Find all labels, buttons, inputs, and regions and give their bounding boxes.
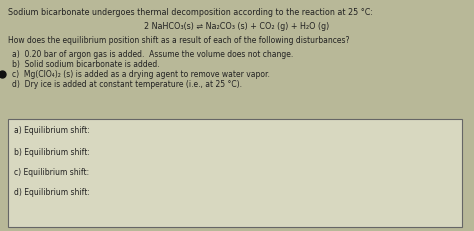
Text: c)  Mg(ClO₄)₂ (s) is added as a drying agent to remove water vapor.: c) Mg(ClO₄)₂ (s) is added as a drying ag… [12, 70, 270, 79]
Text: Sodium bicarbonate undergoes thermal decomposition according to the reaction at : Sodium bicarbonate undergoes thermal dec… [8, 8, 373, 17]
Text: d)  Dry ice is added at constant temperature (i.e., at 25 °C).: d) Dry ice is added at constant temperat… [12, 80, 242, 89]
Text: c) Equilibrium shift:: c) Equilibrium shift: [14, 167, 89, 176]
Text: b) Equilibrium shift:: b) Equilibrium shift: [14, 147, 90, 156]
Text: b)  Solid sodium bicarbonate is added.: b) Solid sodium bicarbonate is added. [12, 60, 160, 69]
Text: 2 NaHCO₃(s) ⇌ Na₂CO₃ (s) + CO₂ (g) + H₂O (g): 2 NaHCO₃(s) ⇌ Na₂CO₃ (s) + CO₂ (g) + H₂O… [145, 22, 329, 31]
FancyBboxPatch shape [8, 119, 462, 227]
Text: d) Equilibrium shift:: d) Equilibrium shift: [14, 187, 90, 196]
Text: a) Equilibrium shift:: a) Equilibrium shift: [14, 125, 90, 134]
Text: a)  0.20 bar of argon gas is added.  Assume the volume does not change.: a) 0.20 bar of argon gas is added. Assum… [12, 50, 293, 59]
Text: How does the equilibrium position shift as a result of each of the following dis: How does the equilibrium position shift … [8, 36, 349, 45]
